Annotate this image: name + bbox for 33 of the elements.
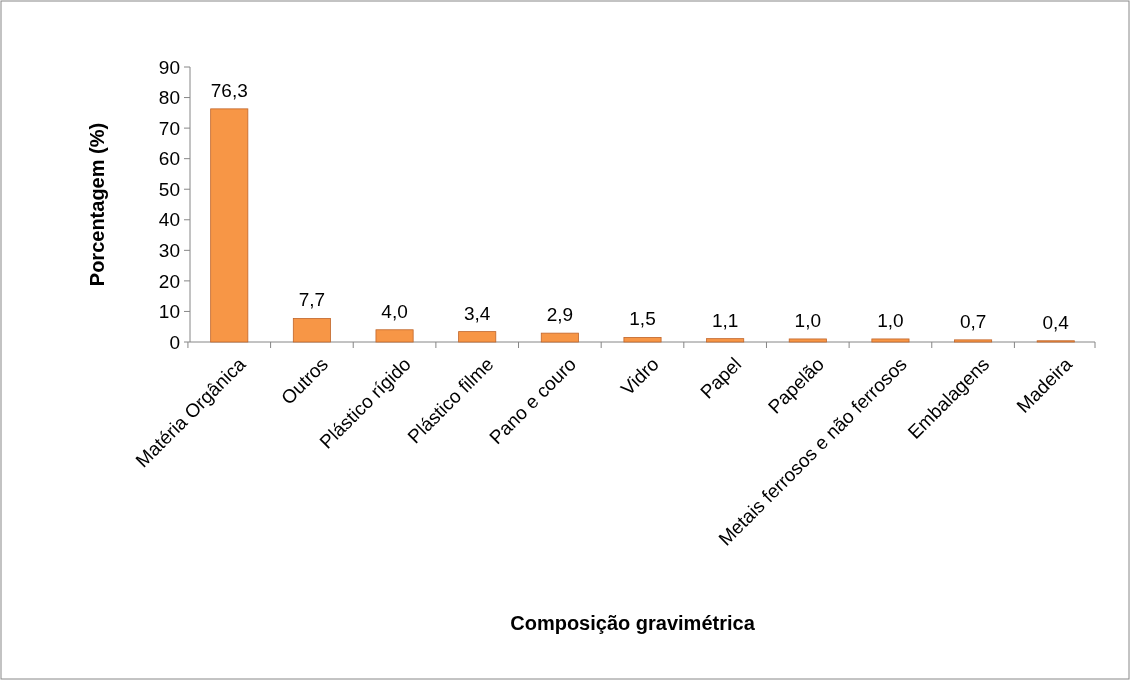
y-tick-label: 10 [158, 301, 180, 323]
data-label: 2,9 [546, 304, 574, 326]
bar [871, 338, 910, 343]
data-label: 4,0 [381, 300, 408, 322]
y-tick-label: 60 [158, 148, 180, 170]
data-label: 0,4 [1042, 311, 1070, 333]
bar [458, 331, 497, 343]
bar [954, 339, 993, 343]
data-label: 76,3 [210, 79, 248, 101]
data-label: 3,4 [463, 302, 491, 324]
y-tick-label: 50 [158, 178, 180, 200]
data-label: 1,1 [711, 309, 739, 331]
data-label: 7,7 [298, 289, 326, 311]
y-tick-label: 80 [158, 87, 180, 109]
data-label: 1,0 [877, 309, 904, 331]
bar [788, 338, 827, 343]
bar [292, 318, 331, 343]
data-label: 1,5 [629, 308, 656, 330]
y-tick-label: 30 [158, 239, 180, 261]
y-tick-label: 70 [158, 117, 180, 139]
x-axis-title: Composição gravimétrica [510, 612, 756, 634]
y-tick-label: 20 [158, 270, 180, 292]
y-tick-label: 90 [158, 56, 180, 78]
y-axis-title: Porcentagem (%) [86, 122, 108, 287]
data-label: 0,7 [959, 310, 987, 332]
bar [210, 108, 249, 343]
y-tick-label: 40 [158, 209, 180, 231]
bar [623, 337, 662, 343]
bar [540, 332, 579, 343]
data-label: 1,0 [794, 309, 822, 331]
bar [706, 338, 745, 343]
bar [375, 329, 414, 343]
y-tick-label: 0 [169, 331, 180, 353]
